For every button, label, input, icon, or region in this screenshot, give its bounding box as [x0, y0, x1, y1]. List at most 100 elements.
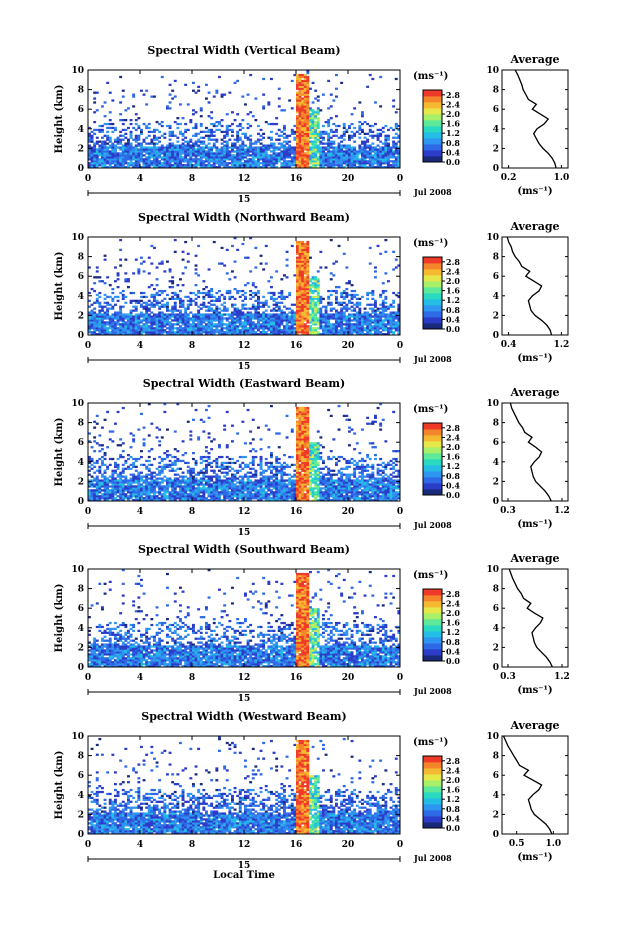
heatmap-cell: [95, 148, 99, 151]
heatmap-cell: [311, 276, 315, 279]
heatmap-cell: [129, 144, 133, 147]
heatmap-cell: [272, 333, 276, 336]
heatmap-cell: [394, 311, 398, 314]
heatmap-cell: [335, 317, 338, 320]
heatmap-cell: [192, 329, 195, 332]
heatmap-cell: [179, 150, 182, 153]
panel-title: Spectral Width (Eastward Beam): [143, 377, 345, 390]
heatmap-cell: [108, 327, 112, 330]
heatmap-cell: [210, 156, 214, 159]
heatmap-cell: [298, 119, 302, 122]
heatmap-cell: [272, 146, 276, 149]
heatmap-cell: [301, 331, 305, 334]
heatmap-cell: [298, 79, 302, 83]
heatmap-cell: [257, 150, 260, 153]
heatmap-cell: [262, 105, 266, 108]
heatmap-cell: [366, 297, 370, 301]
heatmap-cell: [301, 327, 305, 330]
heatmap-cell: [207, 307, 211, 310]
heatmap-cell: [114, 463, 117, 467]
heatmap-cell: [392, 305, 396, 308]
heatmap-cell: [202, 291, 206, 295]
heatmap-cell: [145, 473, 149, 476]
heatmap-cell: [306, 148, 310, 151]
heatmap-cell: [298, 240, 302, 244]
heatmap-cell: [108, 303, 112, 306]
heatmap-cell: [119, 477, 123, 480]
heatmap-cell: [153, 487, 156, 490]
heatmap-cell: [394, 148, 398, 151]
heatmap-cell: [215, 124, 219, 128]
heatmap-cell: [233, 150, 237, 153]
heatmap-cell: [335, 128, 338, 132]
heatmap-cell: [332, 158, 336, 161]
heatmap-cell: [192, 152, 195, 155]
heatmap-cell: [374, 299, 377, 302]
heatmap-cell: [387, 331, 390, 334]
heatmap-cell: [111, 471, 115, 474]
x-tick-label: 12: [238, 174, 251, 184]
heatmap-cell: [197, 162, 201, 165]
heatmap-cell: [220, 331, 224, 334]
heatmap-cell: [153, 130, 156, 134]
heatmap-cell: [293, 146, 297, 149]
heatmap-cell: [194, 303, 198, 306]
heatmap-cell: [184, 315, 188, 318]
heatmap-cell: [108, 162, 112, 165]
heatmap-cell: [267, 315, 271, 318]
heatmap-cell: [220, 146, 224, 149]
heatmap-cell: [322, 164, 325, 167]
heatmap-cell: [88, 485, 91, 488]
heatmap-cell: [238, 160, 242, 163]
heatmap-cell: [166, 327, 169, 330]
heatmap-cell: [290, 323, 294, 326]
heatmap-cell: [337, 148, 341, 151]
heatmap-cell: [353, 293, 357, 297]
heatmap-cell: [205, 97, 208, 100]
heatmap-cell: [311, 126, 315, 130]
colorbar-segment: [423, 102, 442, 109]
heatmap-cell: [140, 256, 143, 259]
heatmap-cell: [202, 162, 206, 165]
heatmap-cell: [106, 146, 110, 149]
heatmap-cell: [394, 321, 398, 324]
heatmap-cell: [285, 140, 289, 143]
heatmap-cell: [181, 138, 185, 141]
heatmap-cell: [179, 103, 182, 106]
heatmap-cell: [199, 107, 203, 110]
heatmap-cell: [384, 325, 388, 328]
heatmap-cell: [384, 309, 388, 312]
heatmap-cell: [324, 146, 328, 149]
heatmap-cell: [238, 138, 242, 141]
heatmap-cell: [98, 487, 102, 490]
heatmap-cell: [223, 144, 227, 147]
heatmap-cell: [98, 467, 102, 470]
heatmap-cell: [215, 327, 219, 330]
heatmap-cell: [155, 467, 159, 470]
heatmap-cell: [181, 333, 185, 336]
heatmap-cell: [379, 75, 383, 79]
heatmap-cell: [345, 130, 349, 134]
heatmap-cell: [210, 315, 214, 318]
heatmap-cell: [303, 146, 307, 149]
heatmap-cell: [298, 250, 302, 253]
heatmap-cell: [231, 134, 234, 137]
heatmap-cell: [142, 327, 146, 330]
heatmap-cell: [241, 311, 245, 314]
heatmap-cell: [119, 305, 123, 308]
heatmap-cell: [173, 164, 177, 167]
heatmap-cell: [132, 309, 136, 312]
heatmap-cell: [132, 299, 136, 302]
heatmap-cell: [335, 311, 338, 314]
heatmap-cell: [223, 166, 227, 169]
heatmap-cell: [306, 97, 310, 100]
heatmap-cell: [262, 148, 266, 151]
heatmap-cell: [387, 144, 390, 147]
heatmap-cell: [124, 144, 128, 147]
heatmap-cell: [394, 164, 398, 167]
heatmap-cell: [394, 156, 398, 159]
heatmap-cell: [137, 321, 141, 324]
heatmap-cell: [303, 138, 307, 141]
heatmap-cell: [186, 323, 190, 326]
heatmap-cell: [127, 331, 130, 334]
